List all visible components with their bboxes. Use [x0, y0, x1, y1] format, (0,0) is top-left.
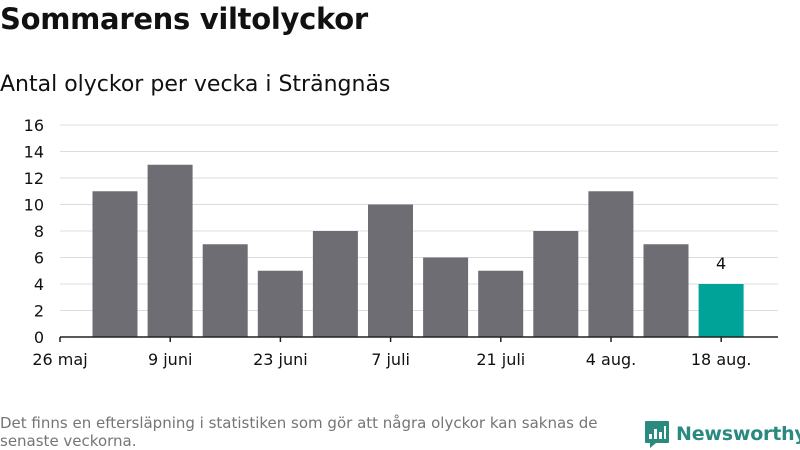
- y-tick-label: 6: [34, 249, 44, 268]
- brand-name: Newsworthy: [676, 423, 800, 445]
- chart-title: Sommarens viltolyckor: [0, 2, 368, 36]
- y-tick-label: 8: [34, 222, 44, 241]
- bar: [478, 270, 524, 337]
- x-tick-label: 21 juli: [476, 350, 525, 369]
- y-tick-label: 2: [34, 302, 44, 321]
- y-tick-label: 0: [34, 328, 44, 347]
- bar: [368, 204, 413, 337]
- bar-chart-icon: [645, 421, 669, 448]
- bar: [643, 244, 689, 337]
- y-tick-label: 10: [24, 196, 44, 215]
- bar: [423, 257, 469, 337]
- bar: [147, 164, 193, 337]
- y-tick-label: 16: [24, 116, 44, 135]
- bar-chart: 0 2 4 6 8 10 12 14 16 4 26 maj 9 juni 23 juni 7 juli 2…: [24, 116, 778, 369]
- bar: [588, 191, 634, 337]
- x-tick-label: 7 juli: [371, 350, 410, 369]
- bar: [257, 270, 303, 337]
- x-tick-label: 18 aug.: [691, 350, 752, 369]
- data-label: 4: [716, 254, 726, 273]
- footnote: Det finns en eftersläpning i statistiken…: [0, 414, 598, 450]
- bar: [533, 231, 579, 337]
- bar: [92, 191, 138, 337]
- y-tick-label: 4: [34, 275, 44, 294]
- newsworthy-logo: Newsworthy: [644, 419, 800, 449]
- x-tick-label: 26 maj: [32, 350, 87, 369]
- x-tick-label: 4 aug.: [586, 350, 636, 369]
- chart-subtitle: Antal olyckor per vecka i Strängnäs: [0, 72, 391, 97]
- bar: [312, 231, 358, 337]
- bar: [202, 244, 248, 337]
- x-tick-label: 9 juni: [148, 350, 192, 369]
- y-tick-label: 12: [24, 169, 44, 188]
- y-tick-label: 14: [24, 143, 44, 162]
- x-tick-label: 23 juni: [253, 350, 308, 369]
- bar-highlighted: [698, 284, 744, 337]
